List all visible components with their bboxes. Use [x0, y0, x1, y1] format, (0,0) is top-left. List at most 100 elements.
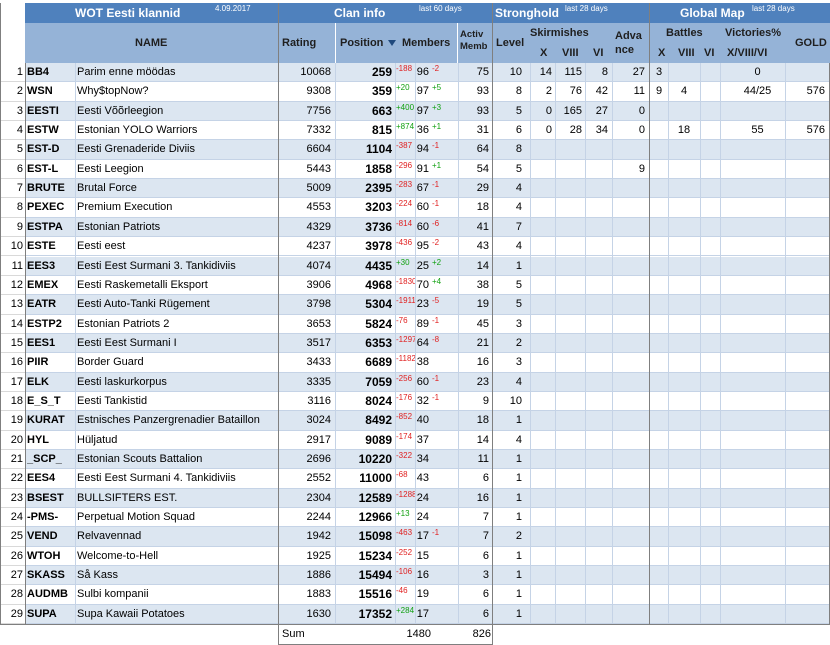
row-band: [0, 102, 25, 122]
position-change: -76: [396, 315, 408, 325]
row-band: [25, 353, 830, 373]
clan-name: Eesti Auto-Tanki Rügement: [77, 298, 210, 311]
rating: 1886: [306, 569, 331, 582]
clan-tag: ESTPA: [27, 220, 63, 233]
active-members: 21: [476, 336, 489, 349]
position: 8492: [365, 413, 392, 428]
position: 5304: [365, 297, 392, 312]
position-change: +874: [396, 122, 415, 132]
row-band: [0, 469, 25, 489]
members: 67: [416, 182, 429, 195]
row-band: [25, 372, 830, 392]
rating: 2304: [306, 491, 331, 504]
row-band: [25, 430, 830, 450]
rating: 1630: [306, 607, 331, 620]
position: 9089: [365, 432, 392, 447]
clan-name: Eesti Eest Surmani 4. Tankidiviis: [77, 472, 236, 485]
column-header: Level: [496, 37, 525, 49]
active-members: 64: [476, 143, 489, 156]
members-change: -1: [432, 528, 440, 538]
skirmish-x: 2: [545, 85, 552, 98]
grid-line: [415, 63, 416, 625]
row-band: [0, 605, 25, 625]
clan-tag: SUPA: [27, 607, 57, 620]
members: 91: [416, 162, 429, 175]
active-members: 75: [476, 66, 489, 78]
rating: 7332: [306, 124, 331, 137]
row-band: [0, 508, 25, 528]
row-number: 26: [10, 549, 23, 562]
gold: 576: [806, 124, 825, 137]
members-change: -1: [432, 180, 440, 190]
members: 16: [416, 569, 429, 582]
group-header: Skirmishes: [530, 27, 589, 39]
row-number: 18: [10, 394, 23, 407]
row-band: [0, 140, 25, 160]
clan-name: Relvavennad: [77, 530, 142, 543]
header-cell[interactable]: Position: [336, 23, 400, 63]
row-band: [0, 63, 25, 83]
clan-name: Supa Kawaii Potatoes: [77, 607, 185, 620]
position-change: -436: [396, 238, 413, 248]
clan-name: Estonian Scouts Battalion: [77, 453, 203, 465]
clan-name: Sulbi kompanii: [77, 588, 149, 601]
rating: 10068: [300, 66, 331, 78]
position: 7059: [365, 374, 392, 389]
header-cell: Rating: [279, 23, 335, 63]
row-number: 20: [10, 433, 23, 446]
row-band: [0, 566, 25, 586]
rating: 3517: [306, 336, 331, 349]
row-number: 11: [11, 259, 23, 272]
clan-tag: EST-D: [27, 143, 60, 156]
level: 1: [515, 569, 522, 582]
position: 15494: [358, 568, 392, 583]
level: 4: [515, 375, 522, 388]
skirmish-x: 14: [539, 66, 552, 78]
clan-tag: BRUTE: [27, 182, 65, 195]
members: 19: [416, 588, 429, 601]
position: 12966: [358, 510, 392, 525]
rating: 3653: [306, 317, 331, 330]
level: 3: [515, 356, 522, 369]
row-band: [25, 604, 830, 625]
position-change: -852: [396, 412, 413, 422]
row-band: [25, 566, 830, 586]
level: 1: [515, 588, 522, 601]
column-header: Activ Memb: [460, 29, 488, 52]
row-band: [0, 450, 25, 470]
row-band: [25, 391, 830, 412]
skirmish-vi: 34: [595, 124, 608, 137]
clan-name: Så Kass: [77, 569, 118, 582]
header-band: Clan info last 60 days: [279, 3, 492, 23]
position: 4435: [365, 258, 392, 273]
grid-line: [612, 63, 613, 625]
members-change: -1: [432, 315, 440, 325]
clan-tag: EMEX: [27, 278, 59, 291]
row-band: [0, 160, 25, 180]
members: 64: [416, 336, 429, 349]
advance: 9: [638, 162, 645, 175]
clan-tag: EES3: [27, 259, 56, 272]
active-members: 6: [482, 549, 489, 562]
rating: 1925: [306, 549, 331, 562]
row-number: 16: [10, 356, 23, 369]
row-number: 28: [10, 588, 23, 601]
active-members: 93: [476, 104, 489, 117]
sort-icon[interactable]: [388, 40, 396, 47]
row-band: [0, 547, 25, 567]
advance: 0: [638, 124, 645, 137]
level: 1: [515, 453, 522, 465]
rating: 2696: [306, 453, 331, 465]
position-change: -387: [396, 141, 413, 151]
position: 1858: [365, 161, 392, 176]
clan-tag: _SCP_: [27, 453, 62, 465]
clan-name: Eesti eest: [77, 240, 126, 253]
clan-name: Eesti laskurkorpus: [77, 375, 167, 388]
row-band: [0, 431, 25, 450]
row-number: 17: [10, 375, 23, 388]
row-band: [25, 256, 830, 276]
level: 1: [515, 414, 522, 427]
grid-line: [75, 63, 76, 625]
header-cell: Advance: [612, 23, 649, 63]
clan-tag: EES1: [27, 336, 56, 349]
